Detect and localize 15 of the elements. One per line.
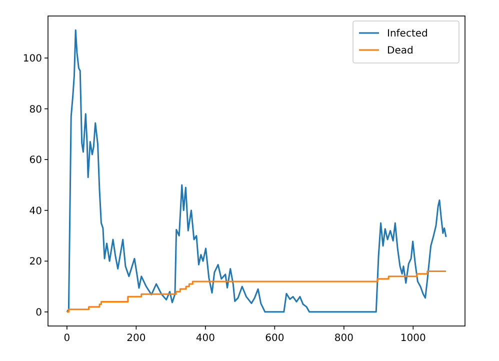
y-tick-label: 60 [29, 155, 42, 166]
x-tick-label: 200 [126, 333, 146, 344]
x-tick-label: 1000 [400, 333, 426, 344]
x-tick-label: 800 [334, 333, 354, 344]
x-tick-label: 0 [64, 333, 70, 344]
x-tick-label: 400 [196, 333, 215, 344]
y-tick-label: 40 [29, 206, 42, 217]
line-series [66, 29, 447, 313]
y-tick-label: 100 [22, 54, 42, 65]
x-tick-label: 600 [265, 333, 284, 344]
legend-label: Dead [387, 46, 414, 56]
y-tick-label: 20 [29, 256, 42, 268]
legend-label: Infected [387, 28, 428, 40]
y-tick-label: 80 [29, 104, 42, 116]
y-tick-label: 0 [36, 307, 42, 318]
